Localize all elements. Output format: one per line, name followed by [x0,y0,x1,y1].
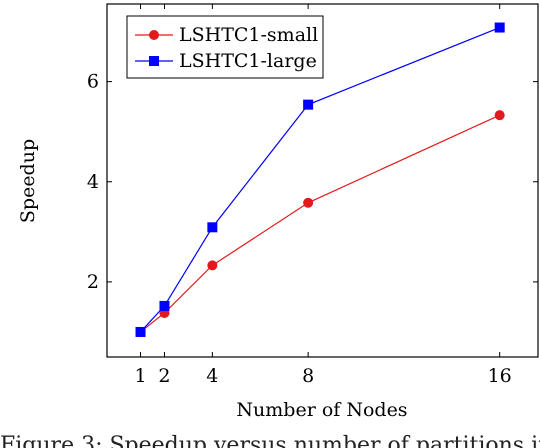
data-point-lshtc1-small [303,197,314,208]
y-tick-label: 2 [87,271,99,293]
x-tick-label: 8 [302,365,314,387]
data-point-lshtc1-large [207,222,218,233]
data-point-lshtc1-large [494,22,505,33]
x-tick-label: 1 [134,365,146,387]
y-tick-label: 4 [87,171,99,193]
legend-marker-circle [149,30,159,40]
x-tick-label: 2 [158,365,170,387]
figure-caption: Figure 3: Speedup versus number of parti… [0,433,540,448]
y-axis-ticks: 2 4 6 [87,71,538,293]
legend-label: LSHTC1-small [179,24,318,46]
legend-box [126,15,324,79]
legend-label: LSHTC1-large [179,50,317,72]
data-point-lshtc1-large [135,326,146,337]
data-point-lshtc1-large [159,300,170,311]
x-tick-label: 4 [206,365,218,387]
data-point-lshtc1-small [494,110,505,121]
y-axis-label: Speedup [17,139,39,223]
data-point-lshtc1-small [207,260,218,271]
series-line-lshtc1-small [140,114,500,333]
plot-frame [106,3,539,358]
data-point-lshtc1-large [303,99,314,110]
legend: LSHTC1-small LSHTC1-large [126,15,324,79]
x-tick-label: 16 [488,365,512,387]
series-layer [135,22,505,337]
y-tick-label: 6 [87,71,99,93]
legend-marker-square [149,56,159,66]
x-axis-label: Number of Nodes [236,399,407,421]
x-axis-ticks: 1 2 4 8 16 [134,4,512,387]
